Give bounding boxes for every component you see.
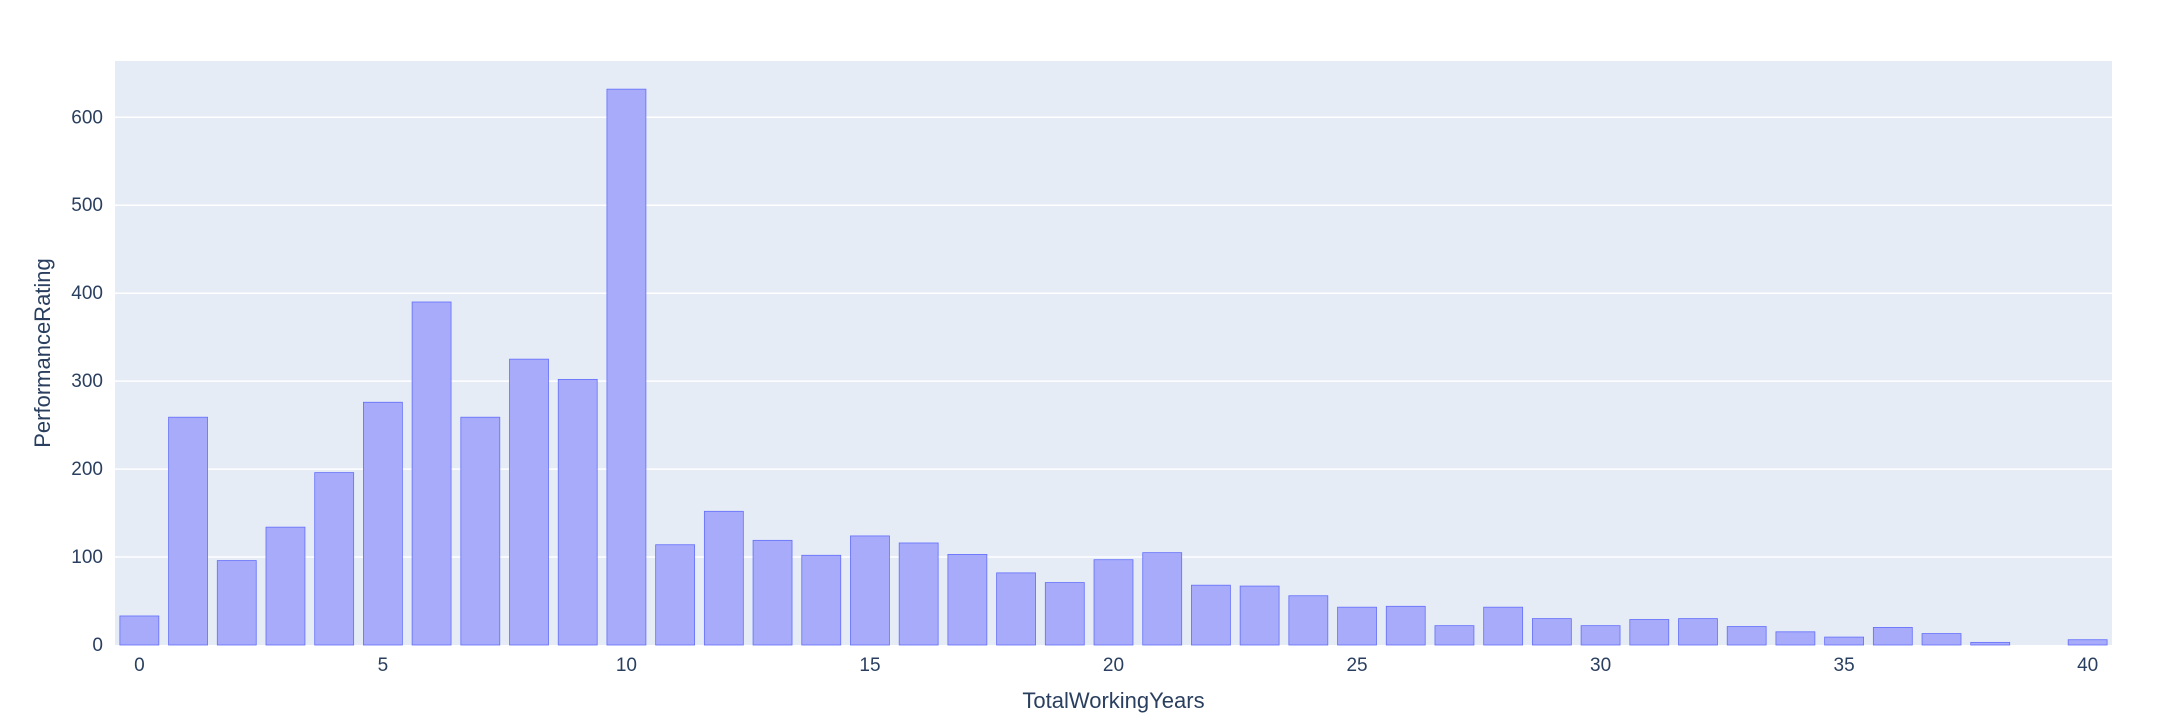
bar	[1044, 582, 1085, 646]
bars	[119, 88, 2108, 646]
y-tick-label: 600	[71, 107, 103, 128]
bar	[1434, 625, 1475, 646]
y-tick-label: 100	[71, 547, 103, 568]
x-tick-label: 10	[616, 655, 637, 676]
bar	[1483, 606, 1524, 646]
x-tick-label: 5	[378, 655, 389, 676]
bar	[1531, 618, 1572, 646]
bar	[1678, 618, 1718, 646]
bar	[2067, 639, 2108, 646]
bar	[1191, 584, 1231, 646]
x-tick-label: 0	[134, 655, 145, 676]
bar	[1629, 619, 1670, 646]
bar	[850, 535, 890, 646]
bar	[801, 554, 842, 646]
bar	[752, 539, 793, 646]
x-tick-label: 40	[2077, 655, 2098, 676]
bar	[1142, 552, 1183, 646]
bar	[509, 358, 549, 646]
bar	[703, 510, 744, 646]
bar	[119, 615, 160, 646]
bar	[1970, 641, 2011, 646]
bar	[996, 572, 1036, 646]
x-tick-label: 15	[859, 655, 880, 676]
y-tick-label: 300	[71, 371, 103, 392]
bar	[1824, 636, 1864, 646]
x-tick-label: 30	[1590, 655, 1611, 676]
bar	[898, 542, 939, 646]
y-tick-label: 500	[71, 195, 103, 216]
x-axis-title: TotalWorkingYears	[1022, 688, 1204, 713]
bar	[411, 301, 452, 646]
bar	[216, 560, 257, 646]
y-tick-label: 0	[92, 635, 103, 656]
bar	[655, 544, 696, 646]
bar	[314, 472, 355, 646]
y-axis-title: PerformanceRating	[30, 258, 55, 448]
x-tick-label: 20	[1103, 655, 1124, 676]
bar	[1288, 595, 1329, 646]
bar	[460, 416, 501, 646]
x-axis-ticks: 0 5 10 15 20 25 30 35 40	[134, 655, 2098, 676]
y-axis-ticks: 0 100 200 300 400 500 600	[71, 107, 103, 656]
y-tick-label: 400	[71, 283, 103, 304]
x-tick-label: 25	[1346, 655, 1367, 676]
bar	[265, 526, 306, 646]
bar	[1239, 585, 1280, 646]
bar	[1775, 631, 1816, 646]
x-tick-label: 35	[1834, 655, 1855, 676]
bar	[1093, 559, 1134, 646]
bar	[1337, 606, 1377, 646]
bar	[363, 401, 403, 646]
bar	[606, 88, 647, 646]
bar	[168, 416, 208, 646]
bar	[1726, 626, 1767, 646]
bar	[1872, 627, 1913, 646]
bar	[947, 554, 988, 646]
bar	[1385, 605, 1426, 646]
bar	[1921, 633, 1962, 646]
y-tick-label: 200	[71, 459, 103, 480]
bar	[557, 378, 598, 646]
bar	[1580, 625, 1621, 646]
